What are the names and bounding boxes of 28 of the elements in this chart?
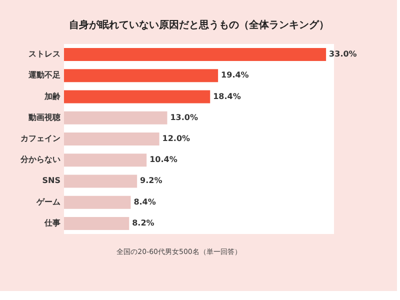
bar <box>64 174 138 188</box>
y-tick-label: 仕事 <box>44 218 60 228</box>
bar <box>64 132 160 146</box>
data-label: 18.4% <box>213 92 241 101</box>
data-label: 12.0% <box>162 134 190 143</box>
data-label: 9.2% <box>140 176 162 186</box>
data-label: 13.0% <box>170 112 198 122</box>
y-tick-label: ストレス <box>28 50 60 59</box>
y-tick-label: カフェイン <box>20 134 60 143</box>
y-tick-label: 動画視聴 <box>28 112 62 122</box>
data-label: 19.4% <box>221 70 249 80</box>
y-tick-label: ゲーム <box>36 197 60 206</box>
bar <box>64 90 210 104</box>
bar <box>64 48 326 62</box>
bar <box>64 111 168 124</box>
bar <box>64 216 130 230</box>
data-label: 10.4% <box>150 155 178 164</box>
y-tick-label: 分からない <box>20 155 60 164</box>
y-tick-label: 加齢 <box>44 92 62 101</box>
bar <box>64 154 147 167</box>
data-label: 33.0% <box>329 50 357 59</box>
chart-title: 自身が眠れていない原因だと思うもの（全体ランキング） <box>69 19 329 31</box>
bar <box>64 196 131 209</box>
data-label: 8.2% <box>132 218 154 228</box>
y-tick-label: SNS <box>42 176 61 186</box>
data-label: 8.4% <box>134 197 156 206</box>
y-tick-label: 運動不足 <box>28 70 60 80</box>
bar <box>64 69 218 82</box>
